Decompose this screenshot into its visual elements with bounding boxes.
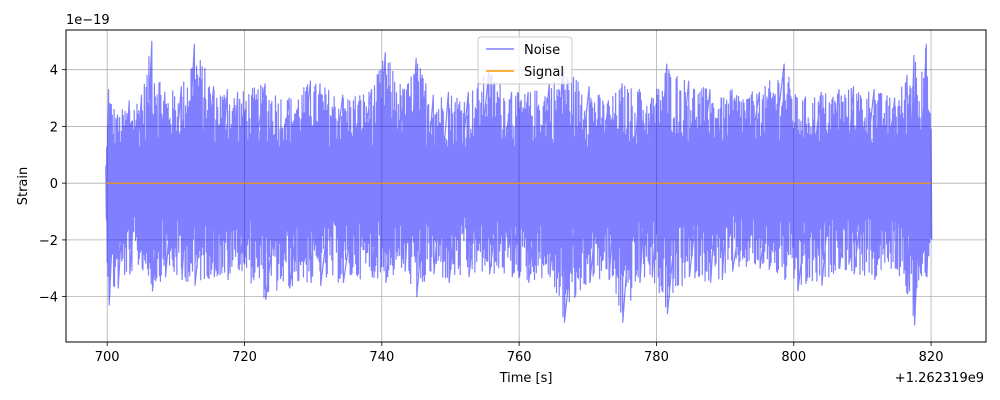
legend: Noise Signal xyxy=(477,36,573,85)
axes-frame xyxy=(65,29,987,343)
x-tick-label: 720 xyxy=(232,350,257,365)
x-tick-label: 800 xyxy=(781,350,806,365)
legend-label-noise: Noise xyxy=(524,43,560,58)
x-tick-label: 820 xyxy=(919,350,944,365)
plot-area xyxy=(105,40,933,326)
y-axis-label: Strain xyxy=(16,167,31,206)
x-tick-label: 740 xyxy=(369,350,394,365)
series-line-noise xyxy=(105,40,933,326)
x-tick-label: 760 xyxy=(507,350,532,365)
y-tick-label: 4 xyxy=(50,64,58,79)
y-tick-label: −4 xyxy=(39,291,58,306)
x-axis: 700 720 740 760 780 800 820 xyxy=(95,342,944,365)
x-tick-label: 700 xyxy=(95,350,120,365)
x-tick-label: 780 xyxy=(644,350,669,365)
series-group xyxy=(105,40,933,326)
y-axis: −4 −2 0 2 4 xyxy=(39,64,66,306)
y-tick-label: −2 xyxy=(39,234,58,249)
y-tick-label: 2 xyxy=(50,120,58,135)
y-tick-label: 0 xyxy=(50,177,58,192)
x-offset-label: +1.262319e9 xyxy=(895,371,984,386)
x-axis-label: Time [s] xyxy=(499,371,553,386)
y-scale-label: 1e−19 xyxy=(66,13,110,28)
legend-label-signal: Signal xyxy=(524,65,564,80)
